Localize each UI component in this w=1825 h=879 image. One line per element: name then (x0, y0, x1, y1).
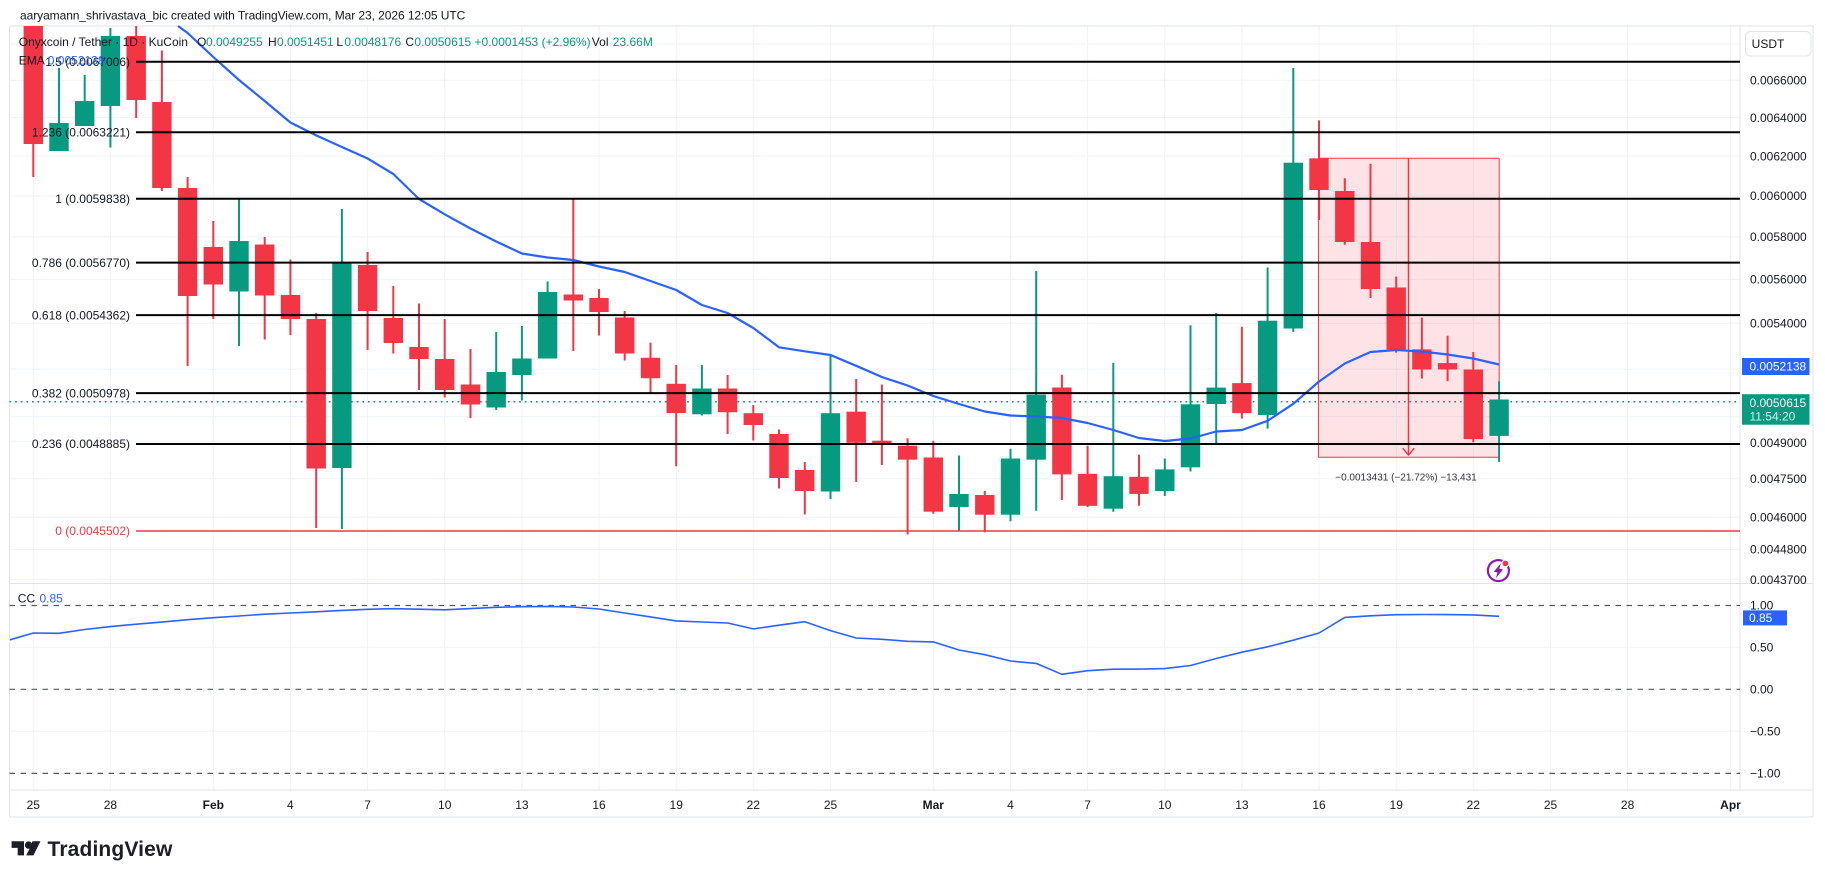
svg-text:11:54:20: 11:54:20 (1750, 410, 1796, 424)
svg-text:0.382 (0.0050978): 0.382 (0.0050978) (32, 386, 130, 400)
svg-text:+0.0001453 (+2.96%): +0.0001453 (+2.96%) (475, 35, 591, 49)
svg-text:0.85: 0.85 (1749, 611, 1773, 625)
svg-text:4: 4 (1007, 798, 1014, 812)
svg-text:1.5 (0.0067006): 1.5 (0.0067006) (45, 55, 130, 69)
svg-text:Feb: Feb (203, 798, 224, 812)
svg-text:1 (0.0059838): 1 (0.0059838) (55, 192, 130, 206)
svg-text:16: 16 (592, 798, 606, 812)
svg-text:−0.0013431 (−21.72%) −13,431: −0.0013431 (−21.72%) −13,431 (1335, 473, 1477, 484)
svg-text:Mar: Mar (923, 798, 945, 812)
svg-text:0.0058000: 0.0058000 (1750, 230, 1807, 244)
svg-text:Apr: Apr (1720, 798, 1741, 812)
svg-text:aaryamann_shrivastava_bic crea: aaryamann_shrivastava_bic created with T… (20, 9, 466, 23)
svg-text:0.0060000: 0.0060000 (1750, 189, 1807, 203)
svg-text:0.0052138: 0.0052138 (48, 53, 105, 67)
svg-text:10: 10 (438, 798, 452, 812)
svg-text:0.0047500: 0.0047500 (1750, 472, 1807, 486)
svg-text:USDT: USDT (1752, 37, 1785, 51)
svg-text:O: O (197, 35, 206, 49)
svg-text:0.0054000: 0.0054000 (1750, 316, 1807, 330)
svg-text:−1.00: −1.00 (1750, 767, 1781, 781)
svg-text:−0.50: −0.50 (1750, 724, 1781, 738)
svg-text:0.0049000: 0.0049000 (1750, 436, 1807, 450)
svg-text:7: 7 (364, 798, 371, 812)
svg-text:13: 13 (515, 798, 529, 812)
svg-text:0.0051451: 0.0051451 (277, 35, 334, 49)
svg-text:0 (0.0045502): 0 (0.0045502) (55, 524, 130, 538)
svg-text:H: H (268, 35, 277, 49)
svg-text:0.0062000: 0.0062000 (1750, 149, 1807, 163)
svg-text:19: 19 (670, 798, 684, 812)
svg-text:0.0050615: 0.0050615 (414, 35, 471, 49)
svg-text:0.0043700: 0.0043700 (1750, 573, 1807, 587)
svg-text:L: L (336, 35, 343, 49)
svg-text:0.0050615: 0.0050615 (1750, 396, 1807, 410)
svg-text:Onyxcoin / Tether · 1D · KuCoi: Onyxcoin / Tether · 1D · KuCoin (19, 35, 188, 49)
svg-text:C: C (405, 35, 414, 49)
svg-text:0.0044800: 0.0044800 (1750, 543, 1807, 557)
svg-text:10: 10 (1158, 798, 1172, 812)
svg-text:1.236 (0.0063221): 1.236 (0.0063221) (32, 126, 130, 140)
svg-text:0.00: 0.00 (1750, 683, 1774, 697)
svg-text:13: 13 (1235, 798, 1249, 812)
svg-text:0.786 (0.0056770): 0.786 (0.0056770) (32, 256, 130, 270)
svg-text:0.0048176: 0.0048176 (344, 35, 401, 49)
svg-text:0.236 (0.0048885): 0.236 (0.0048885) (32, 437, 130, 451)
svg-text:28: 28 (104, 798, 118, 812)
svg-text:0.0049255: 0.0049255 (206, 35, 263, 49)
svg-text:0.0046000: 0.0046000 (1750, 511, 1807, 525)
svg-text:0.618 (0.0054362): 0.618 (0.0054362) (32, 308, 130, 322)
svg-text:4: 4 (287, 798, 294, 812)
svg-text:7: 7 (1084, 798, 1091, 812)
svg-text:1.00: 1.00 (1750, 599, 1774, 613)
svg-text:25: 25 (824, 798, 838, 812)
svg-text:22: 22 (1467, 798, 1481, 812)
svg-text:0.0064000: 0.0064000 (1750, 111, 1807, 125)
svg-text:Vol: Vol (592, 35, 609, 49)
svg-text:23.66M: 23.66M (613, 35, 653, 49)
svg-text:28: 28 (1621, 798, 1635, 812)
svg-text:0.50: 0.50 (1750, 641, 1774, 655)
svg-text:TradingView: TradingView (48, 838, 173, 861)
svg-text:0.0056000: 0.0056000 (1750, 273, 1807, 287)
svg-text:25: 25 (27, 798, 41, 812)
svg-text:25: 25 (1544, 798, 1558, 812)
svg-text:19: 19 (1390, 798, 1404, 812)
svg-text:CC0.85: CC 0.85 (18, 592, 63, 606)
svg-text:22: 22 (747, 798, 761, 812)
svg-text:0.0052138: 0.0052138 (1750, 360, 1807, 374)
svg-text:EMA: EMA (19, 53, 45, 67)
svg-text:16: 16 (1312, 798, 1326, 812)
svg-text:0.0066000: 0.0066000 (1750, 73, 1807, 87)
